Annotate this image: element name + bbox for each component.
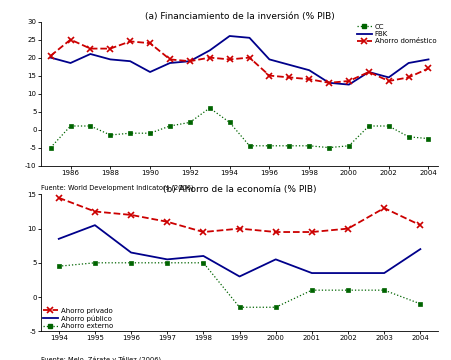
Legend: Ahorro privado, Ahorro público, Ahorro externo: Ahorro privado, Ahorro público, Ahorro e…	[43, 308, 113, 329]
Title: (a) Financiamiento de la inversión (% PIB): (a) Financiamiento de la inversión (% PI…	[144, 12, 334, 21]
Text: Fuente: World Development Indicators (2006): Fuente: World Development Indicators (20…	[41, 184, 193, 191]
Text: Fuente: Melo, Zárate y Téllez (2006): Fuente: Melo, Zárate y Téllez (2006)	[41, 356, 161, 360]
Title: (b) Ahorro de la economía (% PIB): (b) Ahorro de la economía (% PIB)	[162, 185, 316, 194]
Legend: CC, FBK, Ahorro doméstico: CC, FBK, Ahorro doméstico	[356, 24, 435, 45]
